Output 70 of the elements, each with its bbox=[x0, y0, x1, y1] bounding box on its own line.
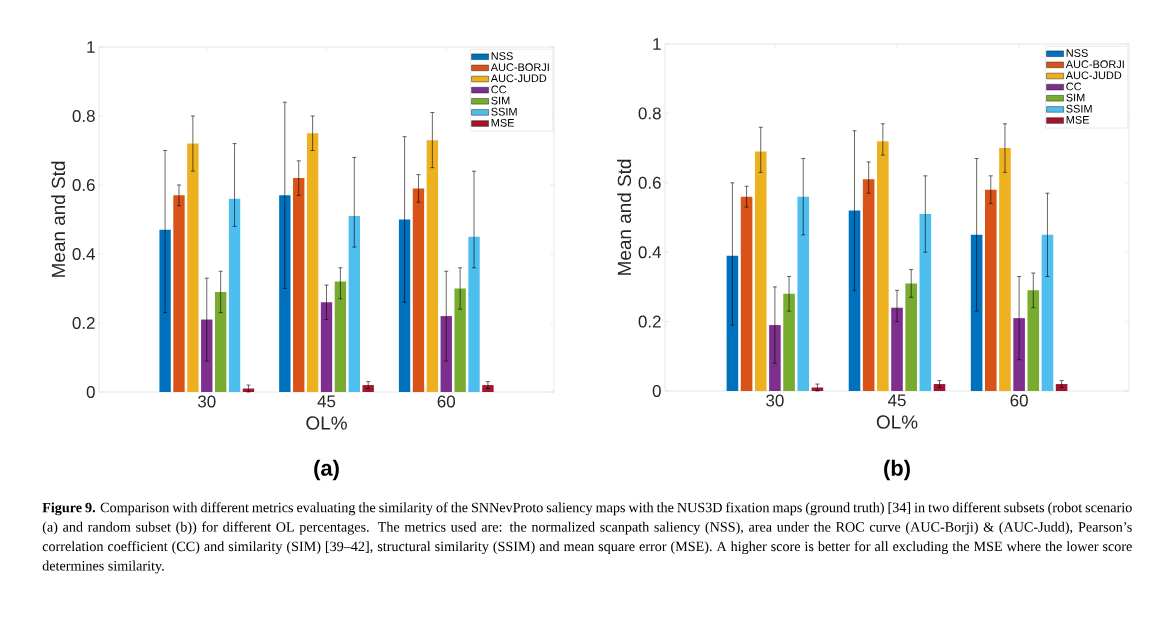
x-tick-label: 60 bbox=[437, 395, 456, 408]
x-tick-label: 60 bbox=[1010, 394, 1028, 407]
legend-label: SIM bbox=[491, 96, 510, 105]
bar bbox=[1027, 290, 1040, 391]
legend-label: NSS bbox=[1066, 49, 1088, 57]
bar bbox=[999, 148, 1011, 391]
bar bbox=[848, 210, 861, 391]
y-tick-label: 0.6 bbox=[72, 178, 95, 191]
bar bbox=[862, 179, 875, 391]
bar bbox=[320, 302, 333, 392]
bar bbox=[1055, 384, 1068, 391]
bar bbox=[334, 281, 347, 392]
y-tick-label: 0.4 bbox=[72, 247, 95, 260]
bar bbox=[740, 196, 753, 391]
bar bbox=[797, 196, 810, 391]
bar bbox=[454, 288, 466, 392]
bar bbox=[891, 307, 903, 391]
bar bbox=[398, 219, 411, 392]
bar bbox=[173, 195, 185, 392]
y-tick-label: 1 bbox=[653, 38, 661, 50]
x-tick-label: 30 bbox=[197, 395, 216, 408]
x-tick-label: 45 bbox=[317, 395, 336, 408]
legend-label: CC bbox=[491, 85, 507, 94]
bar bbox=[214, 291, 227, 392]
y-tick-label: 0.2 bbox=[638, 315, 661, 328]
bar bbox=[984, 189, 997, 391]
y-tick-label: 0.6 bbox=[638, 176, 661, 189]
legend-label: SSIM bbox=[1066, 104, 1092, 113]
bar bbox=[279, 195, 291, 392]
bar bbox=[348, 216, 360, 392]
y-tick-label: 0.2 bbox=[72, 316, 95, 329]
text: (b) bbox=[884, 459, 910, 481]
bar bbox=[293, 178, 305, 392]
y-axis-title: Mean and Std bbox=[617, 159, 632, 275]
x-axis-title: OL% bbox=[306, 416, 347, 430]
legend-label: AUC-JUDD bbox=[490, 74, 547, 83]
bar bbox=[970, 234, 983, 391]
bar bbox=[468, 236, 480, 392]
legend-label: MSE bbox=[1066, 115, 1090, 124]
y-tick-label: 1 bbox=[87, 41, 95, 53]
text: Figure 9. Comparison with different metrics evaluating the similarity of the SNNevProto saliency maps with the NUS3D fixation maps (ground truth) [34] in two different subsets (robot scenario (a) and random subset (b)) for different OL percentages. The metrics used are: the normalized scanpath saliency (NSS), area under the ROC curve (AUC-Borji) & (AUC-Judd), Pearson’s correlation coefficient (CC) and similarity (SIM) [39–42], structural similarity (SSIM) and mean square error (MSE). A higher score is better for all excluding the MSE where the lower score determines similarity. bbox=[42, 502, 1132, 574]
bar bbox=[877, 141, 889, 391]
legend-label: AUC-BORJI bbox=[490, 63, 549, 72]
legend-label: NSS bbox=[491, 52, 513, 60]
bar bbox=[228, 198, 241, 392]
y-axis-title: Mean and Std bbox=[51, 161, 66, 277]
legend-label: CC bbox=[1066, 82, 1082, 91]
legend-label: SIM bbox=[1066, 93, 1085, 102]
bar bbox=[919, 214, 932, 391]
legend-label: MSE bbox=[491, 118, 515, 127]
y-tick-label: 0.4 bbox=[638, 246, 661, 259]
bar bbox=[1041, 234, 1054, 391]
text: (a) bbox=[314, 459, 339, 481]
bar bbox=[187, 143, 199, 392]
legend-label: SSIM bbox=[491, 107, 517, 116]
x-tick-label: 30 bbox=[766, 394, 784, 407]
x-tick-label: 45 bbox=[887, 394, 906, 407]
y-tick-label: 0 bbox=[86, 385, 95, 398]
x-axis-title: OL% bbox=[876, 415, 918, 429]
y-tick-label: 0 bbox=[652, 384, 661, 397]
legend-label: AUC-JUDD bbox=[1065, 71, 1122, 80]
y-tick-label: 0.8 bbox=[638, 107, 661, 120]
bar bbox=[754, 151, 767, 391]
y-tick-label: 0.8 bbox=[72, 109, 95, 122]
bar bbox=[905, 283, 917, 391]
legend-label: AUC-BORJI bbox=[1065, 60, 1124, 69]
bar bbox=[306, 133, 319, 392]
bar bbox=[412, 188, 425, 392]
bar bbox=[783, 293, 795, 391]
bar bbox=[426, 140, 439, 392]
